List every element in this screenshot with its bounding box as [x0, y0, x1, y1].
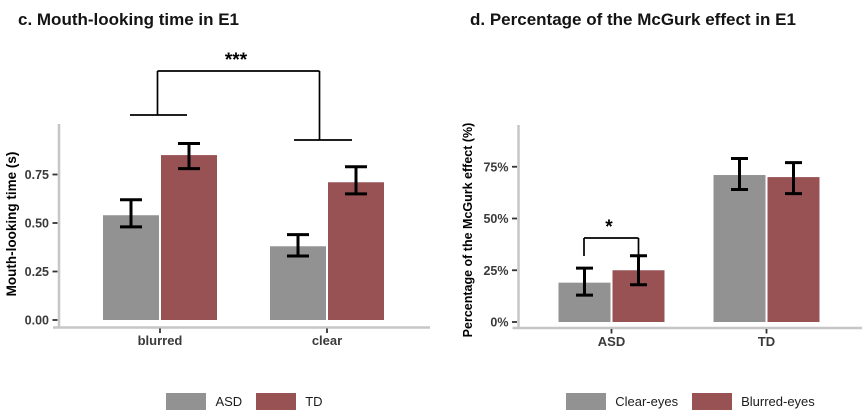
- legend-label-asd: ASD: [215, 393, 243, 409]
- bar-Blurred-eyes-TD: [767, 177, 820, 322]
- legend-swatch-td: [256, 392, 297, 410]
- bar-TD-clear: [328, 182, 384, 320]
- legend-item-asd: ASD: [166, 392, 243, 410]
- y-tick-label: 0.00: [25, 314, 49, 328]
- significance-label: *: [605, 217, 613, 238]
- bar-Clear-eyes-TD: [713, 175, 766, 322]
- legend-label-td: TD: [305, 393, 323, 409]
- y-tick-label: 25%: [483, 264, 508, 278]
- x-category-label-clear: clear: [312, 333, 342, 348]
- y-tick-label: 75%: [483, 160, 508, 174]
- error-bar-Clear-eyes-TD: [731, 156, 748, 192]
- legend-item-blurred-eyes: Blurred-eyes: [692, 392, 815, 410]
- legend-chart-d: Clear-eyes Blurred-eyes: [519, 391, 862, 411]
- legend-item-clear-eyes: Clear-eyes: [566, 392, 679, 410]
- significance-label: ***: [225, 50, 248, 71]
- legend-swatch-blurred-eyes: [692, 392, 733, 410]
- error-bar-Clear-eyes-ASD: [576, 266, 593, 297]
- y-axis-title: Percentage of the McGurk effect (%): [461, 123, 475, 338]
- chart-d: 0% 25% 50% 75% ASD TD Percentage of the McGurk…: [461, 123, 862, 349]
- bar-ASD-blurred: [103, 215, 159, 320]
- error-bar-ASD-clear: [287, 233, 309, 258]
- chart-c: 0.00 0.25 0.50 0.75 blurred clear Mouth-lookin…: [4, 50, 430, 348]
- x-category-label-ASD: ASD: [598, 334, 625, 349]
- y-tick-label: 0%: [490, 316, 508, 330]
- significance-bracket: [130, 70, 352, 141]
- error-bar-ASD-blurred: [120, 198, 142, 229]
- y-tick-label: 0.75: [25, 168, 49, 182]
- y-tick-label: 50%: [483, 212, 508, 226]
- legend-label-blurred-eyes: Blurred-eyes: [741, 393, 815, 409]
- legend-item-td: TD: [256, 392, 323, 410]
- legend-label-clear-eyes: Clear-eyes: [615, 393, 679, 409]
- bar-TD-blurred: [161, 155, 217, 320]
- error-bar-Blurred-eyes-TD: [785, 161, 802, 196]
- y-axis-title: Mouth-looking time (s): [4, 152, 19, 297]
- error-bar-TD-blurred: [178, 141, 200, 171]
- error-bar-TD-clear: [345, 165, 367, 196]
- significance-bracket: [583, 237, 640, 257]
- y-tick-label: 0.25: [25, 265, 49, 279]
- chart-d-title: d. Percentage of the McGurk effect in E1: [470, 10, 796, 29]
- x-category-label-TD: TD: [758, 334, 775, 349]
- y-tick-label: 0.50: [25, 217, 49, 231]
- bar-ASD-clear: [270, 246, 326, 320]
- legend-chart-c: ASD TD: [59, 391, 430, 411]
- x-category-label-blurred: blurred: [138, 333, 183, 348]
- legend-swatch-asd: [166, 392, 207, 410]
- chart-c-title: c. Mouth-looking time in E1: [18, 10, 239, 29]
- legend-swatch-clear-eyes: [566, 392, 607, 410]
- charts-canvas: 0.00 0.25 0.50 0.75 blurred clear Mouth-lookin…: [4, 50, 862, 349]
